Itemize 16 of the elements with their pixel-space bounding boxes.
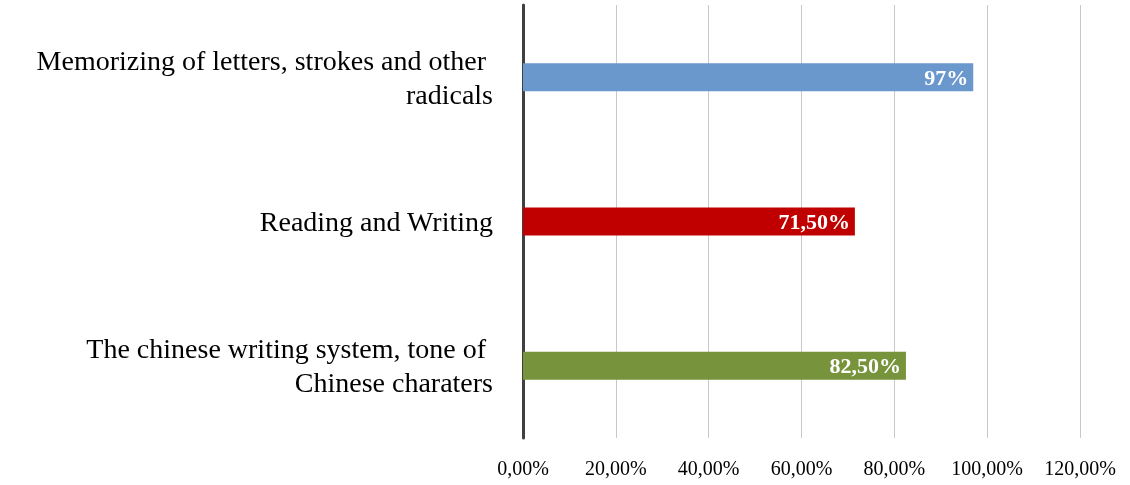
data-label: 97% xyxy=(924,64,969,90)
x-tick-label: 100,00% xyxy=(951,457,1023,479)
y-tick-label: Reading and Writing xyxy=(259,206,493,237)
bar xyxy=(523,63,974,92)
data-label: 71,50% xyxy=(778,209,850,234)
y-tick-label: Memorizing of letters, strokes and other radicals xyxy=(36,44,493,110)
x-tick-label: 80,00% xyxy=(863,457,926,479)
bar xyxy=(523,207,855,236)
x-tick-label: 20,00% xyxy=(585,457,647,479)
x-tick-label: 0,00% xyxy=(497,457,549,479)
bar xyxy=(523,351,906,380)
x-tick-label: 60,00% xyxy=(770,457,833,479)
y-tick-label: The chinese writing system, tone of Chinese charaters xyxy=(86,333,493,399)
x-tick-label: 120,00% xyxy=(1044,457,1116,479)
data-label: 82,50% xyxy=(829,353,901,379)
x-tick-label: 40,00% xyxy=(677,457,740,479)
